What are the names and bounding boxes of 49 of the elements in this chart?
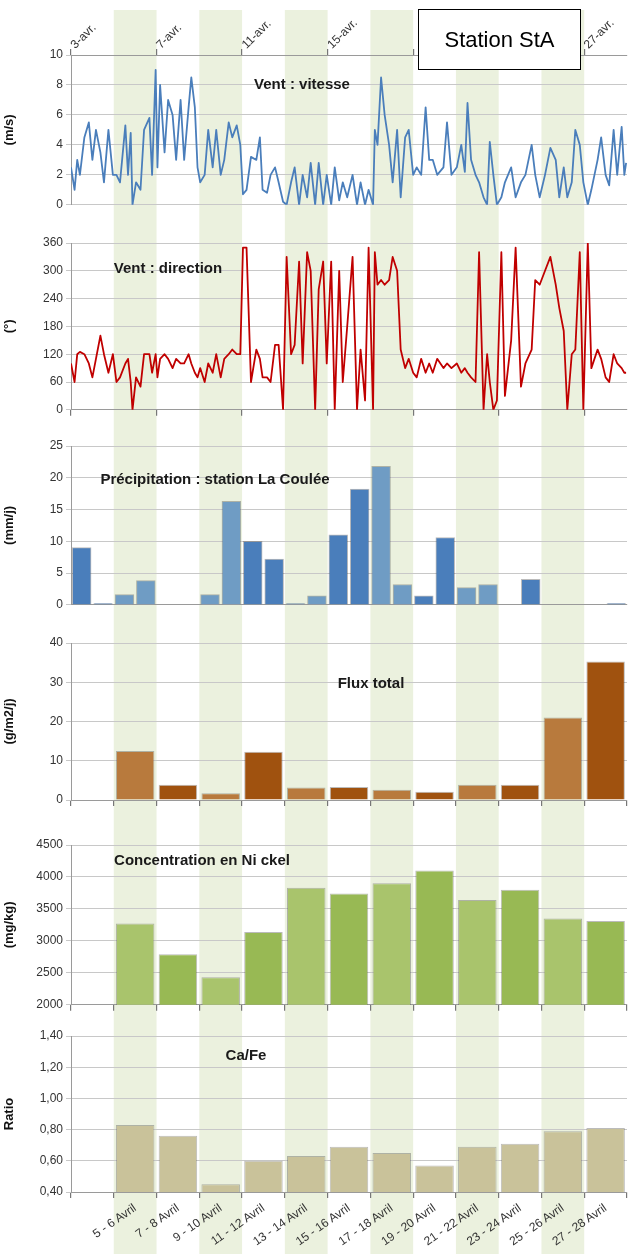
y-tick-label: 4000 — [36, 869, 64, 884]
y-tick-label: 0 — [56, 792, 64, 807]
y-tick-label: 1,20 — [39, 1059, 64, 1074]
y-tick-label: 8 — [56, 77, 64, 92]
y-tick-label: 0 — [56, 197, 64, 212]
y-tick-label: 0,80 — [39, 1121, 64, 1136]
y-axis-title: (m/s) — [1, 114, 17, 146]
y-tick-label: 10 — [49, 47, 64, 62]
y-tick-label: 60 — [49, 374, 64, 389]
y-tick-label: 3500 — [36, 901, 64, 916]
y-tick-label: 5 — [56, 565, 64, 580]
y-tick-label: 300 — [42, 263, 64, 278]
y-axis-title: (g/m2/j) — [1, 698, 17, 745]
y-tick-label: 4 — [56, 137, 64, 152]
y-tick-label: 10 — [49, 533, 64, 548]
text: Vent : vitesse — [254, 75, 350, 93]
y-axis-title: Ratio — [1, 1097, 17, 1131]
y-tick-label: 40 — [49, 635, 64, 650]
y-tick-label: 0 — [56, 402, 64, 417]
y-tick-label: 360 — [42, 235, 64, 250]
y-tick-label: 3000 — [36, 933, 64, 948]
y-tick-label: 0,40 — [39, 1184, 64, 1199]
y-axis-title: (°) — [1, 319, 17, 334]
y-axis-title: (mg/kg) — [1, 901, 17, 949]
y-tick-label: 6 — [56, 107, 64, 122]
y-tick-label: 120 — [42, 346, 64, 361]
y-tick-label: 2500 — [36, 965, 64, 980]
y-tick-label: 0,60 — [39, 1153, 64, 1168]
y-tick-label: 15 — [49, 501, 64, 516]
y-tick-label: 1,00 — [39, 1090, 64, 1105]
chart-title: Concentration en Ni ckel — [114, 851, 290, 869]
y-tick-label: 10 — [49, 753, 64, 768]
y-tick-label: 20 — [49, 713, 64, 728]
y-tick-label: 240 — [42, 290, 64, 305]
text: Station StA — [418, 9, 581, 70]
y-tick-label: 180 — [42, 318, 64, 333]
y-axis-title: (mm/j) — [1, 505, 17, 545]
y-tick-label: 25 — [49, 438, 64, 453]
text: Précipitation : station La Coulée — [100, 470, 330, 488]
text: Ca/Fe — [225, 1046, 267, 1064]
text: Vent : direction — [113, 259, 223, 277]
y-tick-label: 4500 — [36, 837, 64, 852]
y-tick-label: 2 — [56, 167, 64, 182]
y-tick-label: 0 — [56, 597, 64, 612]
y-tick-label: 2000 — [36, 997, 64, 1012]
text: Flux total — [337, 674, 405, 692]
y-tick-label: 1,40 — [39, 1028, 64, 1043]
y-tick-label: 20 — [49, 470, 64, 485]
y-tick-label: 30 — [49, 674, 64, 689]
